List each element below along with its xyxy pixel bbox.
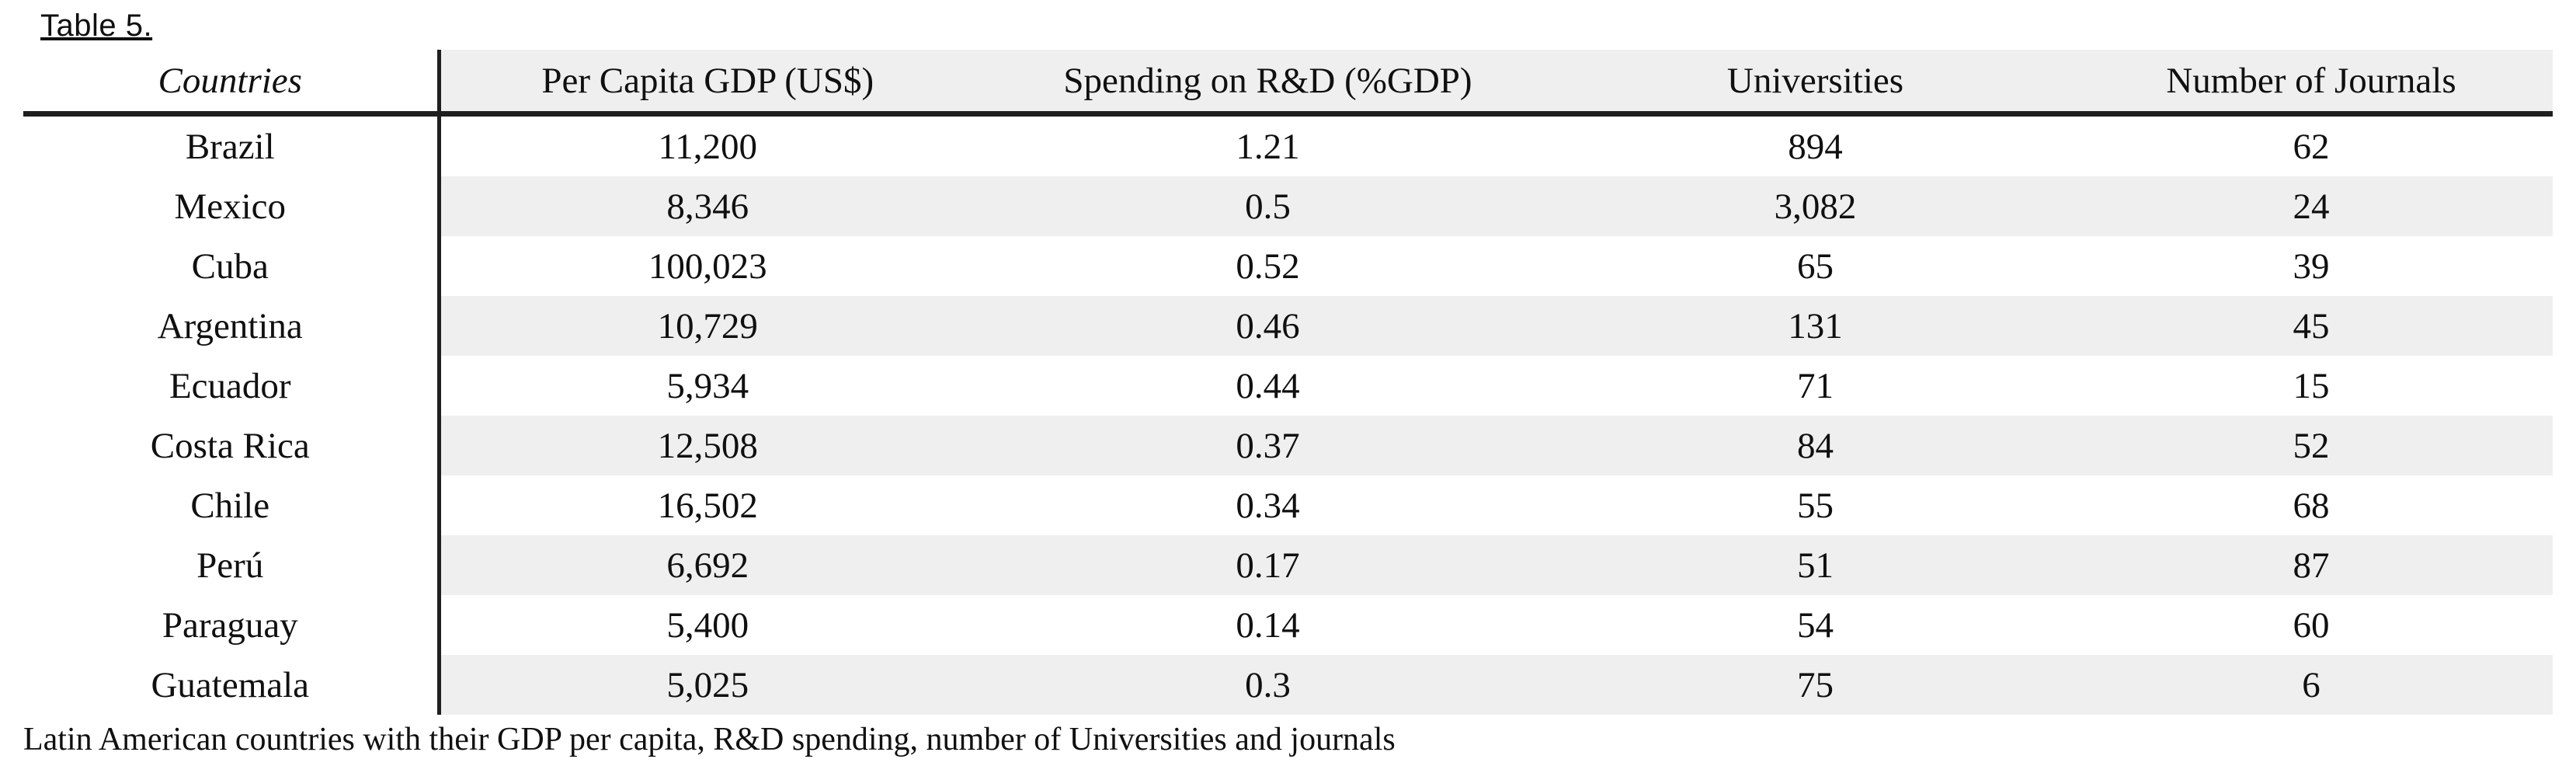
cell-country: Chile bbox=[23, 475, 441, 535]
cell-country: Perú bbox=[23, 535, 441, 595]
cell-country: Brazil bbox=[23, 113, 441, 176]
cell-rd: 0.46 bbox=[975, 296, 1561, 356]
cell-gdp: 5,400 bbox=[666, 604, 749, 646]
cell-country: Paraguay bbox=[23, 595, 441, 655]
cell-universities: 65 bbox=[1797, 245, 1834, 287]
cell-gdp: 5,934 bbox=[666, 365, 749, 406]
cell-country: Argentina bbox=[23, 296, 441, 356]
cell-journals: 52 bbox=[2070, 416, 2553, 475]
table-caption: Latin American countries with their GDP … bbox=[23, 722, 1396, 757]
cell-gdp: 11,200 bbox=[658, 126, 757, 167]
cell-gdp: 16,502 bbox=[657, 485, 758, 526]
table-row: Argentina 10,729 0.46 131 45 bbox=[23, 296, 2553, 356]
cell-universities: 131 bbox=[1561, 296, 2070, 356]
cell-universities: 51 bbox=[1561, 535, 2070, 595]
cell-journals: 39 bbox=[2293, 245, 2330, 287]
cell-country: Ecuador bbox=[23, 356, 441, 416]
column-header-countries: Countries bbox=[23, 50, 441, 117]
cell-gdp: 100,023 bbox=[648, 245, 767, 287]
cell-journals: 60 bbox=[2293, 604, 2330, 646]
cell-gdp: 12,508 bbox=[439, 416, 975, 475]
table-row: Costa Rica 12,508 0.37 84 52 bbox=[23, 416, 2553, 475]
cell-universities: 84 bbox=[1561, 416, 2070, 475]
cell-rd: 0.5 bbox=[975, 176, 1561, 236]
cell-country: Costa Rica bbox=[23, 416, 441, 475]
column-header-universities: Universities bbox=[1561, 50, 2070, 117]
cell-journals: 68 bbox=[2293, 485, 2330, 526]
table-row: Perú 6,692 0.17 51 87 bbox=[23, 535, 2553, 595]
table-row: Cuba 100,023 0.52 65 39 bbox=[23, 236, 2553, 296]
column-header-per-capita-gdp: Per Capita GDP (US$) bbox=[439, 50, 975, 117]
cell-universities: 55 bbox=[1797, 485, 1834, 526]
cell-journals: 45 bbox=[2070, 296, 2553, 356]
cell-gdp: 8,346 bbox=[439, 176, 975, 236]
cell-journals: 6 bbox=[2070, 655, 2553, 715]
cell-rd: 0.52 bbox=[1236, 245, 1300, 287]
cell-rd: 0.3 bbox=[975, 655, 1561, 715]
cell-rd: 0.14 bbox=[1236, 604, 1300, 646]
cell-universities: 71 bbox=[1797, 365, 1834, 406]
cell-country: Cuba bbox=[23, 236, 441, 296]
cell-gdp: 10,729 bbox=[439, 296, 975, 356]
cell-gdp: 5,025 bbox=[439, 655, 975, 715]
column-header-rd-spending: Spending on R&D (%GDP) bbox=[975, 50, 1561, 117]
cell-rd: 0.44 bbox=[1236, 365, 1300, 406]
cell-universities: 894 bbox=[1788, 126, 1843, 167]
table-row: Chile 16,502 0.34 55 68 bbox=[23, 475, 2553, 535]
cell-journals: 24 bbox=[2070, 176, 2553, 236]
table-row: Mexico 8,346 0.5 3,082 24 bbox=[23, 176, 2553, 236]
cell-rd: 0.34 bbox=[1236, 485, 1300, 526]
table-row: Paraguay 5,400 0.14 54 60 bbox=[23, 595, 2553, 655]
cell-rd: 0.17 bbox=[975, 535, 1561, 595]
table-label: Table 5. bbox=[40, 9, 153, 43]
cell-universities: 3,082 bbox=[1561, 176, 2070, 236]
cell-country: Mexico bbox=[23, 176, 441, 236]
header-row: Countries Per Capita GDP (US$) Spending … bbox=[23, 50, 2553, 117]
table-row: Brazil 11,200 1.21 894 62 bbox=[23, 113, 2553, 176]
table-row: Ecuador 5,934 0.44 71 15 bbox=[23, 356, 2553, 416]
cell-rd: 1.21 bbox=[1236, 126, 1300, 167]
cell-rd: 0.37 bbox=[975, 416, 1561, 475]
cell-universities: 75 bbox=[1561, 655, 2070, 715]
data-table: Countries Per Capita GDP (US$) Spending … bbox=[23, 50, 2553, 715]
cell-universities: 54 bbox=[1797, 604, 1834, 646]
cell-journals: 87 bbox=[2070, 535, 2553, 595]
cell-country: Guatemala bbox=[23, 655, 441, 715]
column-header-number-of-journals: Number of Journals bbox=[2070, 50, 2553, 117]
cell-gdp: 6,692 bbox=[439, 535, 975, 595]
table-row: Guatemala 5,025 0.3 75 6 bbox=[23, 655, 2553, 715]
cell-journals: 62 bbox=[2293, 126, 2330, 167]
cell-journals: 15 bbox=[2293, 365, 2330, 406]
